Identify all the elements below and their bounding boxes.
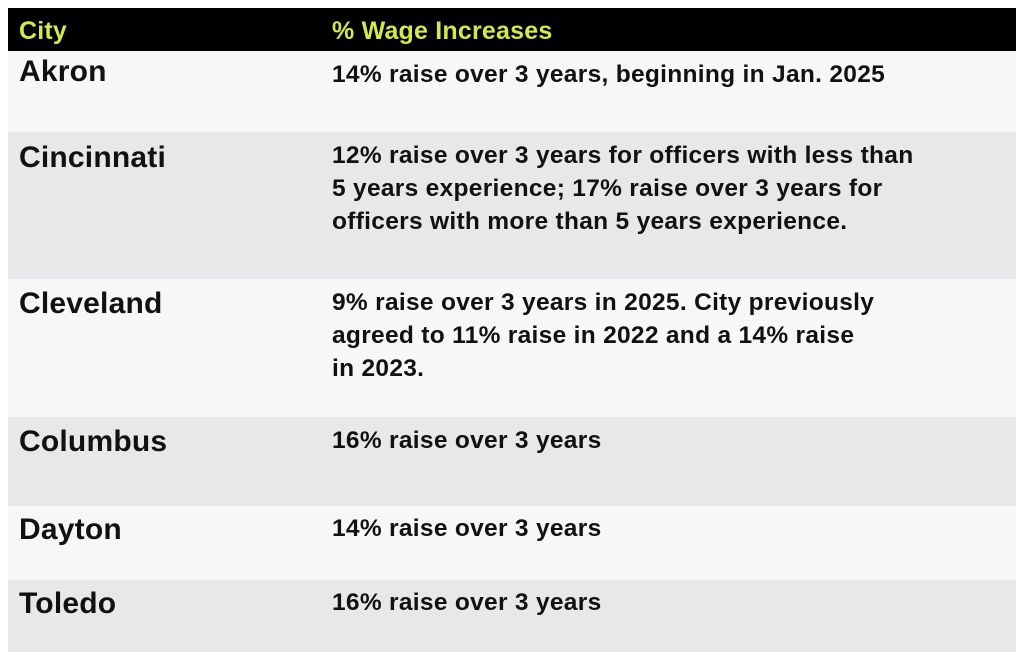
city-cell: Akron — [19, 55, 107, 88]
city-cell: Cleveland — [19, 287, 163, 320]
table-row: Toledo 16% raise over 3 years — [8, 580, 1016, 652]
wage-cell: 14% raise over 3 years, beginning in Jan… — [332, 58, 1012, 91]
column-header-city: City — [19, 17, 68, 45]
city-cell: Dayton — [19, 513, 122, 546]
wage-line: 14% raise over 3 years, beginning in Jan… — [332, 61, 886, 88]
wage-line: 16% raise over 3 years — [332, 427, 602, 454]
column-header-wage-increases: % Wage Increases — [332, 17, 553, 45]
wage-line: 16% raise over 3 years — [332, 589, 602, 616]
wage-line: 14% raise over 3 years — [332, 515, 602, 542]
wage-cell: 16% raise over 3 years — [332, 424, 1012, 457]
wage-line: in 2023. — [332, 355, 425, 382]
table-header: City % Wage Increases — [8, 8, 1016, 51]
wage-line: officers with more than 5 years experien… — [332, 208, 848, 235]
wage-increases-table: City % Wage Increases Akron 14% raise ov… — [8, 8, 1016, 652]
wage-cell: 14% raise over 3 years — [332, 512, 1012, 545]
wage-line: agreed to 11% raise in 2022 and a 14% ra… — [332, 322, 855, 349]
table-row: Akron 14% raise over 3 years, beginning … — [8, 51, 1016, 132]
city-cell: Columbus — [19, 425, 168, 458]
wage-cell: 9% raise over 3 years in 2025. City prev… — [332, 286, 1012, 385]
wage-line: 5 years experience; 17% raise over 3 yea… — [332, 175, 883, 202]
city-cell: Toledo — [19, 587, 117, 620]
wage-line: 9% raise over 3 years in 2025. City prev… — [332, 289, 875, 316]
table-row: Cincinnati 12% raise over 3 years for of… — [8, 132, 1016, 279]
wage-line: 12% raise over 3 years for officers with… — [332, 142, 914, 169]
table-row: Dayton 14% raise over 3 years — [8, 506, 1016, 580]
wage-cell: 16% raise over 3 years — [332, 586, 1012, 619]
wage-cell: 12% raise over 3 years for officers with… — [332, 139, 1012, 238]
city-cell: Cincinnati — [19, 141, 167, 174]
table-row: Cleveland 9% raise over 3 years in 2025.… — [8, 279, 1016, 417]
table-row: Columbus 16% raise over 3 years — [8, 417, 1016, 506]
